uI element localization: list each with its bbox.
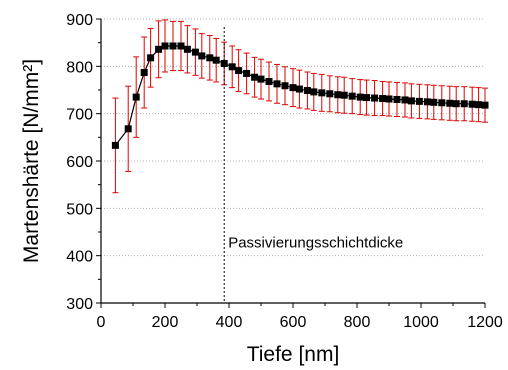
data-point bbox=[415, 97, 423, 105]
data-point bbox=[334, 91, 342, 99]
data-point bbox=[183, 45, 191, 53]
y-tick-label: 300 bbox=[66, 296, 93, 313]
data-point bbox=[460, 100, 468, 108]
x-tick-label: 1000 bbox=[403, 314, 439, 331]
axis-layer bbox=[96, 18, 486, 308]
data-point bbox=[198, 52, 206, 60]
data-point bbox=[452, 100, 460, 108]
data-point bbox=[289, 84, 297, 92]
y-tick-label: 600 bbox=[66, 154, 93, 171]
y-tick-label: 800 bbox=[66, 59, 93, 76]
data-point bbox=[371, 94, 379, 102]
data-point bbox=[438, 99, 446, 107]
data-point bbox=[318, 89, 326, 97]
annotation-passivation: Passivierungsschichtdicke bbox=[228, 235, 403, 252]
marker-layer bbox=[111, 42, 489, 149]
data-point bbox=[407, 97, 415, 105]
data-point bbox=[220, 59, 228, 67]
data-point bbox=[430, 98, 438, 106]
data-point bbox=[273, 80, 281, 88]
data-point bbox=[401, 96, 409, 104]
data-point bbox=[356, 93, 364, 101]
data-point bbox=[379, 95, 387, 103]
data-point bbox=[191, 48, 199, 56]
y-tick-label: 400 bbox=[66, 249, 93, 266]
data-point bbox=[385, 95, 393, 103]
data-point bbox=[303, 86, 311, 94]
y-tick-label: 700 bbox=[66, 107, 93, 124]
data-point bbox=[251, 73, 259, 81]
data-point bbox=[393, 95, 401, 103]
x-tick-label: 0 bbox=[97, 314, 106, 331]
data-point bbox=[212, 56, 220, 64]
x-axis-title: Tiefe [nm] bbox=[247, 343, 340, 366]
x-tick-label: 200 bbox=[152, 314, 179, 331]
data-point bbox=[235, 67, 243, 75]
data-point bbox=[124, 125, 132, 133]
data-point bbox=[468, 100, 476, 108]
x-tick-label: 800 bbox=[344, 314, 371, 331]
data-point bbox=[161, 42, 169, 50]
y-tick-label: 500 bbox=[66, 201, 93, 218]
data-point bbox=[140, 68, 148, 76]
data-point bbox=[310, 88, 318, 96]
data-point bbox=[257, 75, 265, 83]
data-point bbox=[169, 42, 177, 50]
grid-layer bbox=[101, 18, 485, 257]
data-point bbox=[340, 91, 348, 99]
x-tick-label: 1200 bbox=[467, 314, 503, 331]
data-point bbox=[177, 42, 185, 50]
y-tick-label: 900 bbox=[66, 12, 93, 29]
x-tick-label: 600 bbox=[280, 314, 307, 331]
data-point bbox=[111, 141, 119, 149]
data-point bbox=[147, 54, 155, 62]
data-point bbox=[423, 98, 431, 106]
x-tick-label: 400 bbox=[216, 314, 243, 331]
data-point bbox=[326, 90, 334, 98]
data-point bbox=[132, 93, 140, 101]
data-point bbox=[348, 92, 356, 100]
data-point bbox=[206, 54, 214, 62]
series-line bbox=[114, 45, 486, 146]
data-point bbox=[243, 69, 251, 77]
data-point bbox=[265, 77, 273, 85]
line-layer bbox=[114, 45, 486, 146]
data-point bbox=[281, 82, 289, 90]
y-axis-title: Martenshärte [N/mm²] bbox=[20, 59, 43, 263]
data-point bbox=[363, 94, 371, 102]
data-point bbox=[481, 101, 489, 109]
data-point bbox=[475, 101, 483, 109]
data-point bbox=[295, 85, 303, 93]
data-point bbox=[228, 63, 236, 71]
data-point bbox=[155, 45, 163, 53]
data-point bbox=[446, 99, 454, 107]
label-layer: 0 200 400 600 800 1000 1200 300 400 500 600 700 800 9… bbox=[20, 12, 503, 366]
